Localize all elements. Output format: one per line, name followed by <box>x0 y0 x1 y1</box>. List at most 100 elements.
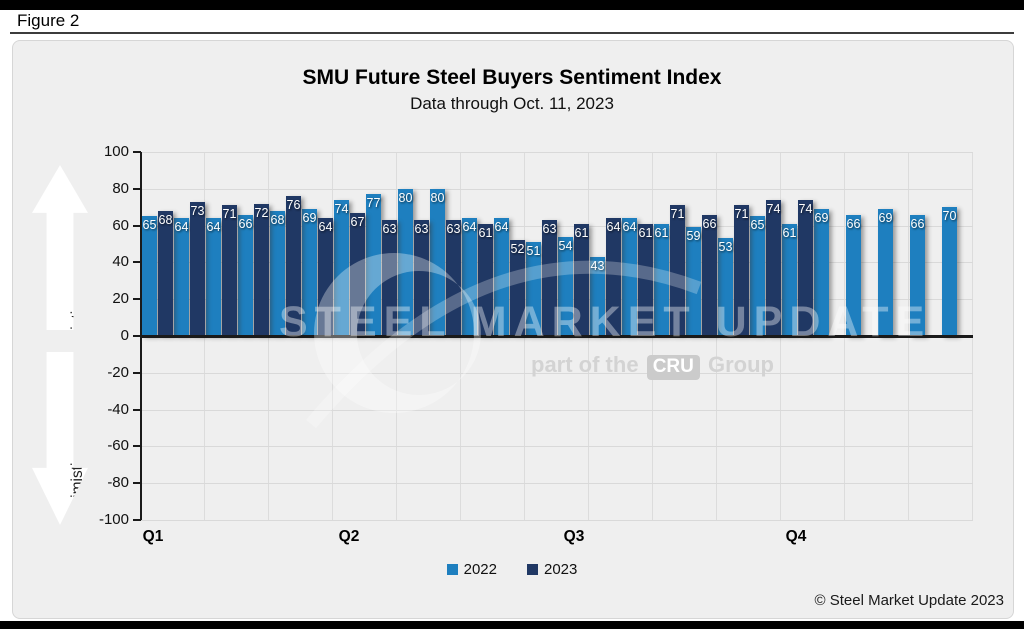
bar-value-label: 52 <box>510 242 525 257</box>
bar-value-label: 72 <box>254 205 269 220</box>
copyright: © Steel Market Update 2023 <box>814 592 1005 609</box>
bar-2022 <box>942 207 957 336</box>
bar-2023 <box>286 196 301 336</box>
y-tick-label: 0 <box>120 327 129 344</box>
figure-label: Figure 2 <box>17 11 80 30</box>
x-axis-label-q1: Q1 <box>142 528 164 545</box>
chart-title: SMU Future Steel Buyers Sentiment Index <box>302 66 722 89</box>
horizontal-gridline <box>141 483 973 485</box>
bar-2022 <box>206 218 221 336</box>
bar-value-label: 71 <box>734 207 749 222</box>
bar-2022 <box>654 223 669 336</box>
bar-value-label: 66 <box>910 216 925 231</box>
bar-value-label: 61 <box>478 225 493 240</box>
bar-value-label: 64 <box>318 220 333 235</box>
bar-2022 <box>846 214 861 336</box>
bar-2022 <box>494 218 509 336</box>
y-tick-mark <box>133 298 141 301</box>
horizontal-gridline <box>141 225 973 227</box>
bar-2022 <box>686 227 701 336</box>
bar-2022 <box>462 218 477 336</box>
bar-value-label: 69 <box>302 211 317 226</box>
y-tick-mark <box>133 335 141 337</box>
bar-2022 <box>238 214 253 336</box>
bar-value-label: 66 <box>238 216 253 231</box>
watermark-subtitle: part of the CRU Group <box>531 352 774 380</box>
bar-2023 <box>510 240 525 336</box>
y-tick-label: -20 <box>107 363 129 381</box>
y-tick-mark <box>133 408 141 411</box>
cru-logo-box: CRU <box>646 355 700 380</box>
horizontal-gridline <box>141 409 973 411</box>
bar-2023 <box>158 210 173 336</box>
bar-2022 <box>558 236 573 336</box>
plot-area: 100 80 60 40 20 0 -20 -40 -60 -80 -100 65 64 64 66 68 6… <box>99 143 973 545</box>
bar-value-label: 61 <box>638 225 653 240</box>
bar-value-label: 51 <box>526 244 541 259</box>
horizontal-gridline <box>141 520 973 521</box>
bar-2023 <box>350 212 365 336</box>
bar-value-label: 68 <box>158 212 173 227</box>
x-axis-label-q2: Q2 <box>338 528 360 545</box>
bar-2022 <box>910 214 925 336</box>
bar-2023 <box>414 220 429 336</box>
bar-value-label: 80 <box>398 190 413 205</box>
bar-2023 <box>190 201 205 336</box>
bar-2022 <box>366 194 381 336</box>
y-tick-label: 100 <box>103 143 129 160</box>
y-tick-label: 60 <box>112 216 129 234</box>
bar-value-label: 69 <box>814 211 829 226</box>
bar-value-label: 65 <box>142 218 157 233</box>
bar-2022 <box>782 223 797 336</box>
y-tick-label: -60 <box>107 437 129 455</box>
bar-value-label: 61 <box>782 225 797 240</box>
y-tick-mark <box>133 224 141 227</box>
bar-2022 <box>142 216 157 336</box>
bar-value-label: 64 <box>174 220 189 235</box>
bar-2023 <box>606 218 621 336</box>
bar-2022 <box>430 188 445 336</box>
bar-value-label: 65 <box>750 218 765 233</box>
bar-2023 <box>478 223 493 336</box>
bar-2023 <box>702 214 717 336</box>
bar-value-label: 77 <box>366 196 381 211</box>
bar-2023 <box>542 220 557 336</box>
bar-value-label: 71 <box>222 207 237 222</box>
y-tick-label: 20 <box>112 290 129 308</box>
bar-value-label: 71 <box>670 207 685 222</box>
bar-value-label: 64 <box>494 220 509 235</box>
bar-value-label: 74 <box>334 201 349 216</box>
y-tick-mark <box>133 261 141 264</box>
y-tick-label: -80 <box>107 474 129 492</box>
bar-2023 <box>382 220 397 336</box>
y-tick-label: 80 <box>112 179 129 197</box>
bar-2023 <box>222 205 237 336</box>
bar-2022 <box>174 218 189 336</box>
legend-label-2022: 2022 <box>463 561 497 578</box>
bar-value-label: 63 <box>414 222 429 237</box>
zero-axis-line <box>141 335 973 338</box>
bar-value-label: 63 <box>446 222 461 237</box>
horizontal-gridline <box>141 152 973 153</box>
bar-2022 <box>302 209 317 336</box>
bar-2022 <box>718 238 733 336</box>
bar-2023 <box>574 223 589 336</box>
y-tick-mark <box>133 151 141 153</box>
bar-2023 <box>254 203 269 336</box>
bar-value-label: 61 <box>654 225 669 240</box>
bar-value-label: 53 <box>718 240 733 255</box>
y-tick-mark <box>133 482 141 485</box>
y-tick-mark <box>133 371 141 374</box>
bar-2022 <box>622 218 637 336</box>
bar-2022 <box>398 188 413 336</box>
y-tick-mark <box>133 445 141 448</box>
bar-value-label: 54 <box>558 238 573 253</box>
bar-value-label: 80 <box>430 190 445 205</box>
bar-2022 <box>814 209 829 336</box>
top-border-bar <box>0 0 1024 10</box>
horizontal-gridline <box>141 262 973 264</box>
bar-value-label: 69 <box>878 211 893 226</box>
y-tick-mark <box>133 187 141 190</box>
bar-2023 <box>670 205 685 336</box>
bar-value-label: 63 <box>382 222 397 237</box>
